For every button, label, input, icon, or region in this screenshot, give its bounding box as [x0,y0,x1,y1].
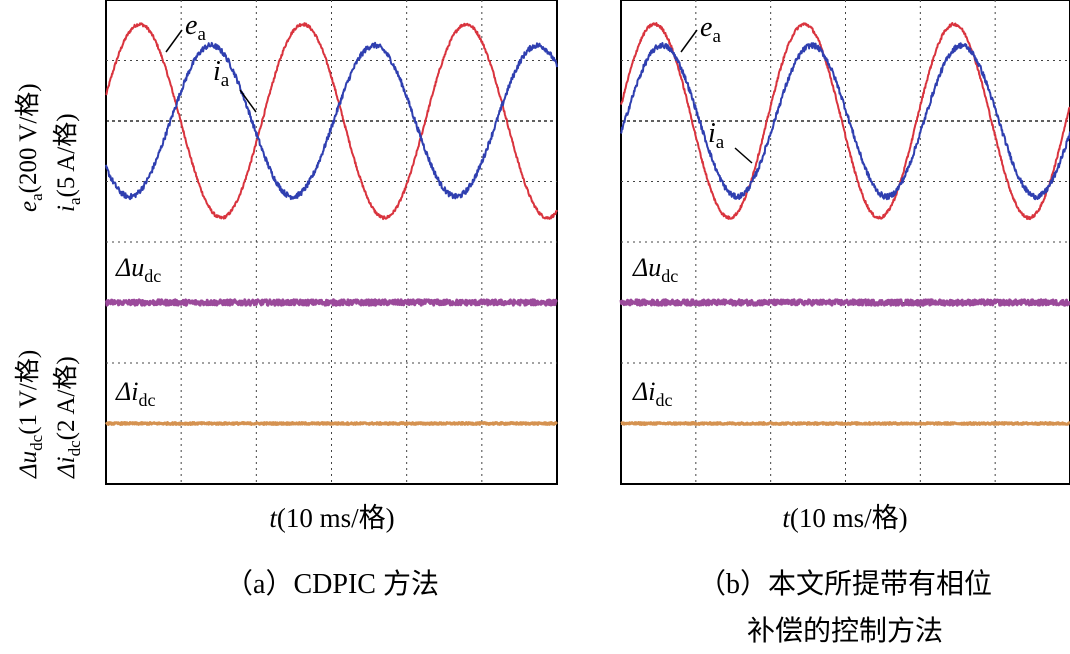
trace-e-a [105,22,558,221]
y-axis-label-ea: ea(200 V/格) [14,83,46,212]
caption: （a）CDPIC 方法 [225,568,439,600]
panel-b: ea ia Δudc Δidc t(10 ms/格) （b）本文所提带有相位 补… [619,0,1070,647]
y-axis-label-top-group: ea(200 V/格) ia(5 A/格) [14,83,84,212]
label-ia-text: ia [708,118,725,153]
y-axis-label-didc: Δidc(2 A/格) [52,356,84,479]
traces [105,22,558,426]
trace-delta-u-dc [619,298,1070,307]
label-didc: Δidc [632,377,672,410]
trace-i-a [105,41,558,201]
leader-line-ea [680,29,698,53]
caption-line-2: 补偿的控制方法 [747,615,943,647]
x-axis-label: t(10 ms/格) [782,503,907,533]
leader-line-ia [734,147,753,164]
trace-e-a [620,22,1070,221]
label-ia: ia [213,56,257,113]
label-ia-text: ia [213,56,230,91]
trace-delta-u-dc [105,298,558,307]
leader-line-ea [165,29,183,53]
trace-i-a [620,42,1070,201]
leader-line-ia [239,89,257,113]
trace-delta-i-dc [105,421,558,426]
y-axis-label-dudc: Δudc(1 V/格) [14,350,46,479]
label-ia: ia [708,118,753,164]
x-axis-label: t(10 ms/格) [269,503,394,533]
caption-line-1: （b）本文所提带有相位 [698,568,992,600]
grid [106,0,557,484]
y-axis-label-bottom-group: Δudc(1 V/格) Δidc(2 A/格) [14,350,84,479]
label-dudc: Δudc [115,253,161,286]
panel-a: ea ia Δudc Δidc t(10 ms/格) （a）CDPIC 方法 [105,0,558,600]
trace-delta-i-dc [620,421,1070,426]
label-didc: Δidc [115,377,155,410]
grid [621,0,1070,484]
label-ea-text: ea [700,12,721,47]
label-ea: ea [680,12,721,53]
y-axis-label-ia: ia(5 A/格) [52,113,84,212]
label-ea-text: ea [185,10,206,45]
label-dudc: Δudc [632,253,678,286]
traces [619,22,1070,426]
label-ea: ea [165,10,206,53]
